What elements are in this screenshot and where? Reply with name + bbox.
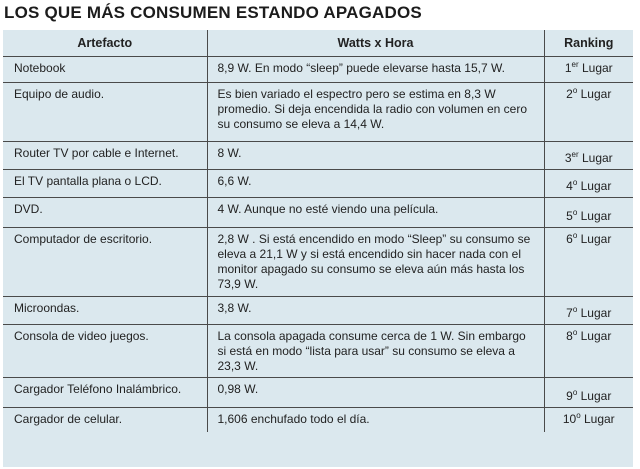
table-row: Equipo de audio. Es bien variado el espe… — [3, 82, 633, 142]
page-title: LOS QUE MÁS CONSUMEN ESTANDO APAGADOS — [4, 3, 422, 22]
rank-word: Lugar — [577, 87, 612, 101]
header-watts: Watts x Hora — [206, 30, 544, 57]
artefacto-cell: Notebook — [3, 56, 207, 83]
artefacto-cell: DVD. — [3, 197, 207, 228]
rank-word: Lugar — [577, 306, 612, 320]
table-row: Microondas. 3,8 W. 7o Lugar — [3, 296, 633, 325]
table-row: Cargador Teléfono Inalámbrico. 0,98 W. 9… — [3, 377, 633, 408]
ranking-cell: 10o Lugar — [543, 407, 633, 432]
watts-cell: 1,606 enchufado todo el día. — [206, 407, 544, 432]
watts-cell: 4 W. Aunque no esté viendo una película. — [206, 197, 544, 228]
artefacto-cell: Computador de escritorio. — [3, 227, 207, 297]
artefacto-cell: Microondas. — [3, 296, 207, 325]
rank-number: 4 — [566, 179, 573, 193]
rank-word: Lugar — [577, 232, 612, 246]
watts-cell: 2,8 W . Si está encendido en modo “Sleep… — [206, 227, 544, 297]
table-row: Cargador de celular. 1,606 enchufado tod… — [3, 407, 633, 432]
watts-cell: 8 W. — [206, 141, 544, 170]
ranking-cell: 2o Lugar — [543, 82, 633, 142]
artefacto-cell: Cargador de celular. — [3, 407, 207, 432]
rank-ordinal: er — [571, 150, 579, 159]
watts-cell: 8,9 W. En modo “sleep” puede elevarse ha… — [206, 56, 544, 83]
rank-word: Lugar — [577, 389, 612, 403]
rank-number: 3 — [564, 151, 572, 165]
rank-ordinal: o — [572, 328, 578, 337]
rank-ordinal: o — [572, 86, 578, 95]
rank-ordinal: o — [572, 388, 578, 397]
table-row: DVD. 4 W. Aunque no esté viendo una pelí… — [3, 197, 633, 228]
rank-number: 1 — [564, 61, 572, 75]
artefacto-cell: El TV pantalla plana o LCD. — [3, 169, 207, 198]
rank-ordinal: o — [572, 305, 578, 314]
rank-ordinal: er — [571, 60, 579, 69]
rank-word: Lugar — [577, 209, 612, 223]
ranking-cell: 6o Lugar — [543, 227, 633, 297]
ranking-cell: 9o Lugar — [543, 377, 633, 408]
rank-word: Lugar — [577, 329, 612, 343]
rank-ordinal: o — [572, 231, 578, 240]
table-header-row: Artefacto Watts x Hora Ranking — [3, 30, 633, 57]
rank-number: 2 — [566, 87, 573, 101]
ranking-cell: 5o Lugar — [543, 197, 633, 228]
table-row: Router TV por cable e Internet. 8 W. 3er… — [3, 141, 633, 170]
header-ranking: Ranking — [543, 30, 633, 57]
artefacto-cell: Router TV por cable e Internet. — [3, 141, 207, 170]
rank-word: Lugar — [577, 179, 612, 193]
watts-cell: Es bien variado el espectro pero se esti… — [206, 82, 544, 142]
rank-number: 5 — [566, 209, 573, 223]
artefacto-cell: Consola de video juegos. — [3, 324, 207, 378]
watts-cell: 3,8 W. — [206, 296, 544, 325]
rank-number: 7 — [566, 306, 573, 320]
ranking-cell: 3er Lugar — [543, 141, 633, 170]
artefacto-cell: Equipo de audio. — [3, 82, 207, 142]
watts-cell: 0,98 W. — [206, 377, 544, 408]
ranking-cell: 8o Lugar — [543, 324, 633, 378]
rank-word: Lugar — [578, 61, 613, 75]
table-row: Notebook 8,9 W. En modo “sleep” puede el… — [3, 56, 633, 83]
table-row: El TV pantalla plana o LCD. 6,6 W. 4o Lu… — [3, 169, 633, 198]
table-row: Consola de video juegos. La consola apag… — [3, 324, 633, 378]
watts-cell: 6,6 W. — [206, 169, 544, 198]
rank-ordinal: o — [572, 208, 578, 217]
artefacto-cell: Cargador Teléfono Inalámbrico. — [3, 377, 207, 408]
watts-cell: La consola apagada consume cerca de 1 W.… — [206, 324, 544, 378]
rank-number: 8 — [566, 329, 573, 343]
rank-number: 6 — [566, 232, 573, 246]
rank-word: Lugar — [578, 151, 613, 165]
table-row: Computador de escritorio. 2,8 W . Si est… — [3, 227, 633, 297]
rank-word: Lugar — [580, 412, 615, 426]
header-artefacto: Artefacto — [3, 30, 207, 57]
ranking-cell: 1er Lugar — [543, 56, 633, 83]
rank-ordinal: o — [572, 178, 578, 187]
ranking-cell: 7o Lugar — [543, 296, 633, 325]
rank-ordinal: o — [576, 411, 581, 420]
rank-number: 10 — [562, 412, 577, 426]
consumption-table-container: Artefacto Watts x Hora Ranking Notebook … — [3, 30, 633, 467]
ranking-cell: 4o Lugar — [543, 169, 633, 198]
consumption-table: Artefacto Watts x Hora Ranking Notebook … — [3, 30, 633, 432]
rank-number: 9 — [566, 389, 573, 403]
